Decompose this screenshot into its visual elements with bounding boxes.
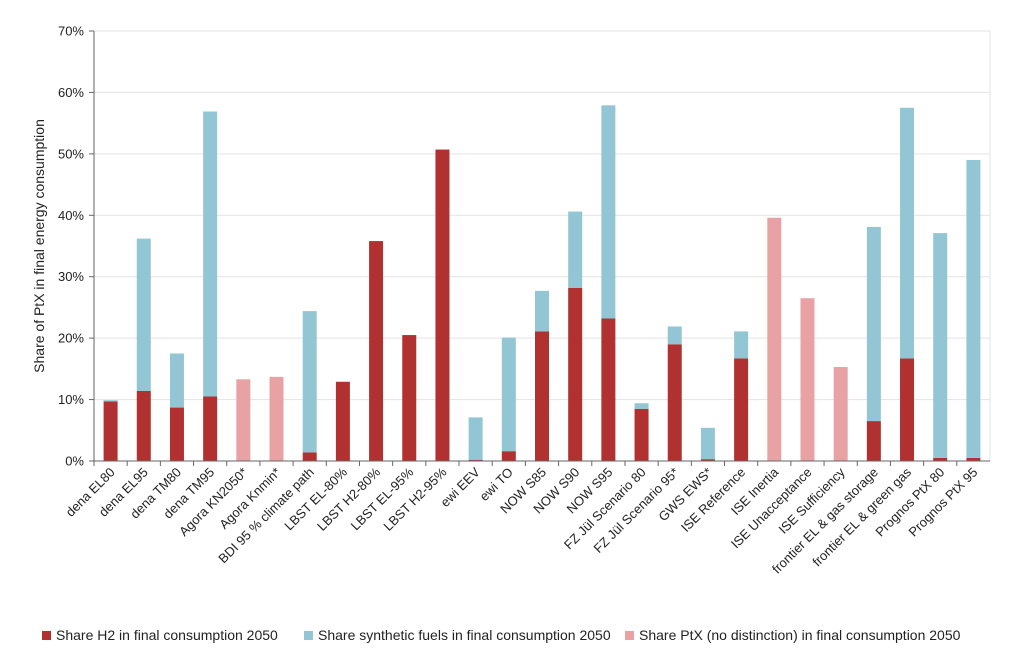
bar-segment: [335, 381, 350, 461]
bar-segment: [601, 105, 616, 319]
bar-segment: [734, 331, 749, 359]
axes: [89, 30, 990, 466]
y-tick-labels: 0% 10% 20% 30% 40% 50% 60% 70%: [58, 24, 84, 469]
bar-segment: [103, 400, 118, 402]
bar-segment: [136, 238, 151, 391]
y-tick-label: 70%: [58, 24, 84, 39]
y-tick-label: 20%: [58, 331, 84, 346]
bar-segment: [667, 344, 682, 461]
bar-segment: [535, 290, 549, 332]
y-tick-label: 40%: [58, 208, 84, 223]
bar-segment: [468, 459, 483, 461]
bars: [103, 105, 981, 462]
bar-segment: [700, 427, 715, 460]
y-tick-label: 0%: [65, 454, 84, 469]
bar-segment: [966, 160, 981, 458]
bar-segment: [568, 211, 583, 288]
bar-segment: [302, 311, 317, 453]
bar-segment: [302, 452, 317, 461]
legend-label: Share synthetic fuels in final consumpti…: [318, 627, 611, 643]
bar-segment: [700, 459, 715, 461]
bar-segment: [933, 233, 948, 458]
bar-segment: [634, 403, 649, 409]
bar-segment: [833, 367, 848, 461]
bar-segment: [236, 379, 251, 461]
bar-segment: [203, 111, 218, 397]
bar-segment: [568, 287, 583, 461]
bar-segment: [900, 358, 915, 461]
y-tick-label: 60%: [58, 85, 84, 100]
y-tick-label: 50%: [58, 146, 84, 161]
grid-lines: [93, 30, 991, 462]
bar-segment: [501, 337, 516, 452]
legend-label: Share PtX (no distinction) in final cons…: [639, 627, 961, 643]
bar-segment: [501, 451, 516, 461]
bar-segment: [601, 318, 616, 461]
legend-label: Share H2 in final consumption 2050: [56, 627, 278, 643]
legend-swatch: [304, 631, 313, 640]
bar-segment: [535, 331, 549, 461]
bar-segment: [667, 326, 682, 345]
bar-segment: [634, 408, 649, 461]
bar-segment: [169, 353, 184, 408]
bar-segment: [734, 358, 749, 461]
bar-segment: [169, 407, 184, 461]
legend-swatch: [625, 631, 634, 640]
bar-segment: [435, 149, 450, 462]
y-axis-label: Share of PtX in final energy consumption: [31, 119, 47, 373]
legend: Share H2 in final consumption 2050 Share …: [42, 627, 961, 643]
bar-segment: [966, 457, 981, 461]
bar-segment: [468, 417, 483, 460]
bar-segment: [269, 376, 284, 461]
bar-segment: [866, 421, 881, 461]
bar-segment: [933, 457, 948, 461]
bar-segment: [369, 241, 384, 461]
bar-segment: [402, 335, 417, 461]
bar-segment: [136, 390, 151, 461]
bar-segment: [103, 401, 118, 461]
y-tick-label: 30%: [58, 269, 84, 284]
y-tick-label: 10%: [58, 392, 84, 407]
bar-segment: [866, 226, 881, 422]
bar-segment: [203, 396, 218, 461]
legend-swatch: [42, 631, 51, 640]
bar-segment: [767, 217, 782, 461]
bar-segment: [800, 298, 815, 461]
bar-segment: [900, 107, 915, 359]
